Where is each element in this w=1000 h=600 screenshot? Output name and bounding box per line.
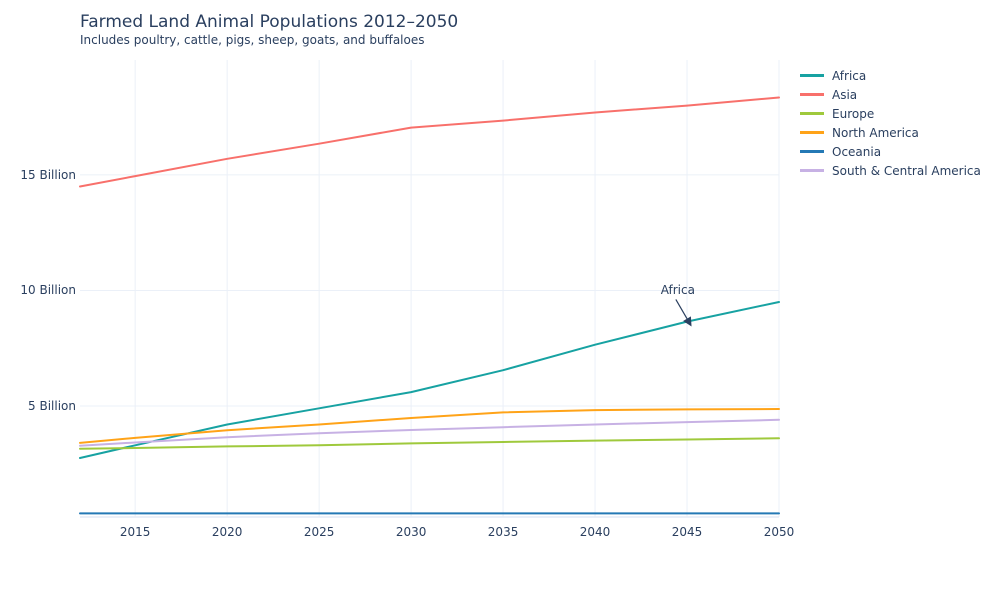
- legend-item-north-america[interactable]: North America: [800, 123, 981, 142]
- chart-subtitle: Includes poultry, cattle, pigs, sheep, g…: [80, 33, 425, 47]
- legend-item-europe[interactable]: Europe: [800, 104, 981, 123]
- chart-title: Farmed Land Animal Populations 2012–2050: [80, 12, 459, 32]
- x-tick-label: 2040: [579, 525, 611, 539]
- series-line-europe: [79, 437, 780, 450]
- x-tick-label: 2035: [487, 525, 519, 539]
- legend-label: South & Central America: [832, 163, 981, 178]
- y-tick-label: 15 Billion: [20, 167, 76, 182]
- x-tick-label: 2045: [671, 525, 703, 539]
- legend-label: Oceania: [832, 144, 882, 159]
- legend: Africa Asia Europe North America Oceania Sout…: [800, 66, 981, 180]
- y-tick-label: 10 Billion: [20, 283, 76, 298]
- legend-item-south-central-america[interactable]: South & Central America: [800, 161, 981, 180]
- series-line-africa: [79, 301, 780, 459]
- x-tick-label: 2015: [119, 525, 151, 539]
- legend-line-swatch: [800, 169, 824, 172]
- legend-item-asia[interactable]: Asia: [800, 85, 981, 104]
- annotation-arrow: [675, 299, 689, 320]
- series-line-north-america: [79, 408, 780, 444]
- y-tick-label: 5 Billion: [28, 398, 76, 413]
- series-line-south-central-america: [79, 418, 780, 447]
- annotation-arrowhead: [683, 316, 692, 327]
- legend-label: Europe: [832, 106, 875, 121]
- x-tick-label: 2020: [211, 525, 243, 539]
- x-tick-label: 2030: [395, 525, 427, 539]
- annotation-africa: Africa: [660, 283, 695, 298]
- legend-label: Africa: [832, 68, 867, 83]
- legend-label: North America: [832, 125, 919, 140]
- legend-item-africa[interactable]: Africa: [800, 66, 981, 85]
- legend-line-swatch: [800, 112, 824, 115]
- legend-label: Asia: [832, 87, 858, 102]
- legend-line-swatch: [800, 93, 824, 96]
- x-tick-label: 2050: [763, 525, 795, 539]
- legend-line-swatch: [800, 131, 824, 134]
- legend-line-swatch: [800, 150, 824, 153]
- legend-line-swatch: [800, 74, 824, 77]
- x-tick-label: 2025: [303, 525, 335, 539]
- legend-item-oceania[interactable]: Oceania: [800, 142, 981, 161]
- series-line-asia: [79, 96, 780, 188]
